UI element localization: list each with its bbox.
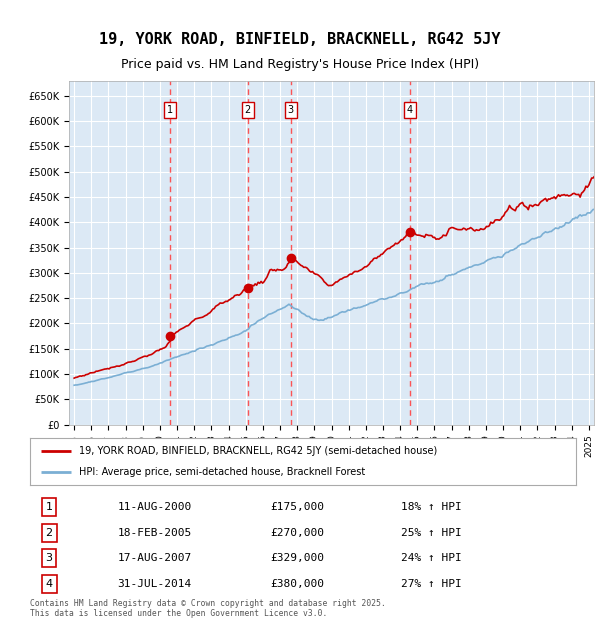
Text: £329,000: £329,000 [270,553,324,563]
Text: 3: 3 [287,105,294,115]
Text: 2: 2 [245,105,251,115]
Text: 2: 2 [46,528,53,538]
Text: 17-AUG-2007: 17-AUG-2007 [118,553,191,563]
Text: 31-JUL-2014: 31-JUL-2014 [118,579,191,589]
Text: 1: 1 [46,502,53,512]
Text: 1: 1 [167,105,173,115]
Text: £380,000: £380,000 [270,579,324,589]
Text: 18% ↑ HPI: 18% ↑ HPI [401,502,462,512]
Text: HPI: Average price, semi-detached house, Bracknell Forest: HPI: Average price, semi-detached house,… [79,467,365,477]
Text: 25% ↑ HPI: 25% ↑ HPI [401,528,462,538]
Text: 4: 4 [46,579,53,589]
Text: 19, YORK ROAD, BINFIELD, BRACKNELL, RG42 5JY (semi-detached house): 19, YORK ROAD, BINFIELD, BRACKNELL, RG42… [79,446,437,456]
Text: 11-AUG-2000: 11-AUG-2000 [118,502,191,512]
Text: 3: 3 [46,553,53,563]
Text: £175,000: £175,000 [270,502,324,512]
Text: 19, YORK ROAD, BINFIELD, BRACKNELL, RG42 5JY: 19, YORK ROAD, BINFIELD, BRACKNELL, RG42… [99,32,501,47]
Text: 4: 4 [407,105,413,115]
Text: 18-FEB-2005: 18-FEB-2005 [118,528,191,538]
Text: 27% ↑ HPI: 27% ↑ HPI [401,579,462,589]
Text: 24% ↑ HPI: 24% ↑ HPI [401,553,462,563]
Text: £270,000: £270,000 [270,528,324,538]
Text: Price paid vs. HM Land Registry's House Price Index (HPI): Price paid vs. HM Land Registry's House … [121,58,479,71]
Text: Contains HM Land Registry data © Crown copyright and database right 2025.
This d: Contains HM Land Registry data © Crown c… [30,599,386,618]
